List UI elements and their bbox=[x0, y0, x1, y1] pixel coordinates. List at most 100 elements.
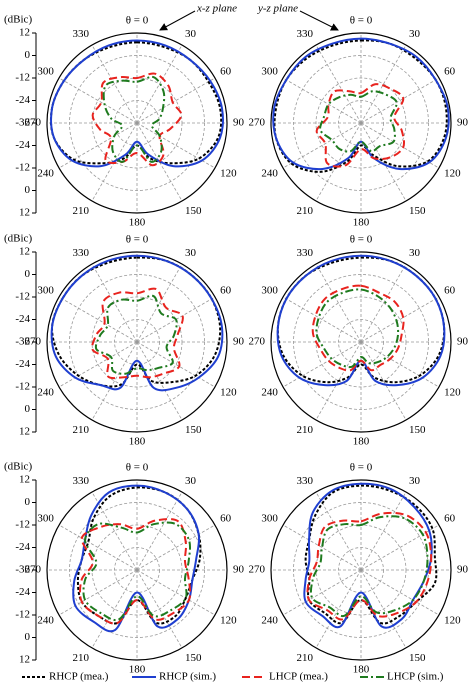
polar-plot: θ = 0306090120150180210240270300330(dBic… bbox=[4, 233, 245, 448]
grid-spoke bbox=[58, 296, 138, 343]
angle-label: 240 bbox=[37, 387, 54, 399]
r-tick-label: 12 bbox=[19, 474, 30, 486]
r-tick-label: -24 bbox=[15, 94, 30, 106]
pattern-curve bbox=[78, 518, 192, 625]
angle-label: 210 bbox=[297, 205, 314, 217]
grid-spoke bbox=[282, 341, 362, 388]
grid-spoke bbox=[282, 296, 362, 343]
r-tick-label: 0 bbox=[25, 184, 31, 196]
grid-ring bbox=[46, 32, 228, 214]
angle-label: 150 bbox=[185, 205, 202, 217]
r-tick-label: 12 bbox=[19, 207, 30, 219]
grid-spoke bbox=[315, 263, 362, 343]
grid-spoke bbox=[360, 341, 407, 421]
r-tick-label: -24 bbox=[15, 358, 30, 370]
r-tick-label: -24 bbox=[15, 541, 30, 553]
annotation-arrow bbox=[159, 10, 196, 31]
grid-spoke bbox=[360, 44, 407, 124]
angle-label: 270 bbox=[249, 564, 266, 576]
pattern-curve bbox=[304, 484, 438, 625]
angle-label: 240 bbox=[37, 615, 54, 627]
grid-spoke bbox=[91, 569, 138, 649]
pattern-curve bbox=[50, 254, 224, 392]
angle-label: 180 bbox=[353, 664, 370, 676]
r-tick-label: 12 bbox=[19, 27, 30, 39]
angle-label: 150 bbox=[185, 652, 202, 664]
angle-label: 180 bbox=[129, 217, 146, 229]
angle-label: 60 bbox=[444, 285, 456, 297]
angle-label: 60 bbox=[444, 66, 456, 78]
angle-label: 180 bbox=[129, 664, 146, 676]
grid-spoke bbox=[58, 524, 138, 571]
r-tick-label: 0 bbox=[25, 403, 31, 415]
angle-label: 300 bbox=[37, 66, 54, 78]
angle-label: 210 bbox=[73, 424, 90, 436]
pattern-curve bbox=[91, 72, 183, 167]
grid-ring bbox=[46, 251, 228, 433]
grid-spoke bbox=[91, 341, 138, 421]
grid-spoke bbox=[136, 341, 216, 388]
grid-spoke bbox=[58, 569, 138, 616]
grid-spoke bbox=[360, 263, 407, 343]
angle-label: 210 bbox=[73, 652, 90, 664]
r-tick-label: -12 bbox=[15, 291, 30, 303]
grid-spoke bbox=[136, 524, 216, 571]
grid-spoke bbox=[282, 569, 362, 616]
angle-label: 240 bbox=[261, 615, 278, 627]
angle-label: 150 bbox=[409, 652, 426, 664]
grid-spoke bbox=[136, 569, 216, 616]
r-axis-label: (dBic) bbox=[4, 461, 32, 473]
r-tick-label: -12 bbox=[15, 72, 30, 84]
angle-label: 150 bbox=[409, 205, 426, 217]
r-tick-label: -36 bbox=[15, 564, 30, 576]
r-tick-label: -12 bbox=[15, 519, 30, 531]
grid-spoke bbox=[360, 122, 407, 202]
polar-plot: θ = 0 30 60 90 120 150 180 210 240 270 300 330 bbox=[249, 234, 469, 448]
angle-label: 120 bbox=[444, 168, 461, 180]
angle-label: 120 bbox=[444, 615, 461, 627]
angle-label: 60 bbox=[220, 66, 232, 78]
pattern-curve bbox=[315, 288, 400, 369]
grid-spoke bbox=[360, 77, 440, 124]
r-tick-label: -24 bbox=[15, 586, 30, 598]
pattern-curve bbox=[315, 83, 406, 168]
angle-label: 330 bbox=[297, 475, 314, 487]
angle-label: 270 bbox=[249, 336, 266, 348]
angle-label: 30 bbox=[185, 247, 197, 259]
angle-label: 330 bbox=[73, 247, 90, 259]
angle-label: 240 bbox=[261, 387, 278, 399]
grid-spoke bbox=[136, 44, 183, 124]
pattern-curve bbox=[82, 521, 192, 622]
angle-label: θ = 0 bbox=[350, 234, 373, 246]
r-tick-label: -12 bbox=[15, 162, 30, 174]
angle-label: θ = 0 bbox=[350, 462, 373, 474]
angle-label: 240 bbox=[37, 168, 54, 180]
r-tick-label: 0 bbox=[25, 631, 31, 643]
polar-plot: θ = 0 30 60 90 120 150 180 210 240 270 300 330 bbox=[249, 462, 469, 676]
pattern-curve bbox=[309, 515, 429, 618]
r-axis-label: (dBic) bbox=[4, 233, 32, 245]
angle-label: 90 bbox=[233, 336, 245, 348]
annotation: x-z plane bbox=[196, 3, 237, 15]
pattern-curve bbox=[306, 511, 433, 621]
legend-label: LHCP (sim.) bbox=[387, 671, 444, 683]
r-tick-label: -12 bbox=[15, 609, 30, 621]
angle-label: 60 bbox=[220, 513, 232, 525]
angle-label: 210 bbox=[73, 205, 90, 217]
angle-label: 300 bbox=[261, 285, 278, 297]
grid-spoke bbox=[360, 296, 440, 343]
r-tick-label: 0 bbox=[25, 49, 31, 61]
angle-label: 90 bbox=[457, 117, 469, 129]
legend-label: RHCP (sim.) bbox=[159, 671, 216, 683]
angle-label: 60 bbox=[220, 285, 232, 297]
angle-label: θ = 0 bbox=[350, 15, 373, 27]
r-axis-label: (dBic) bbox=[4, 14, 32, 26]
r-tick-label: 12 bbox=[19, 246, 30, 258]
angle-label: 90 bbox=[233, 117, 245, 129]
pattern-curve bbox=[91, 287, 184, 380]
r-tick-label: -24 bbox=[15, 313, 30, 325]
pattern-curve bbox=[272, 37, 450, 171]
legend-label: LHCP (mea.) bbox=[269, 671, 328, 683]
grid-spoke bbox=[136, 77, 216, 124]
angle-label: 90 bbox=[233, 564, 245, 576]
